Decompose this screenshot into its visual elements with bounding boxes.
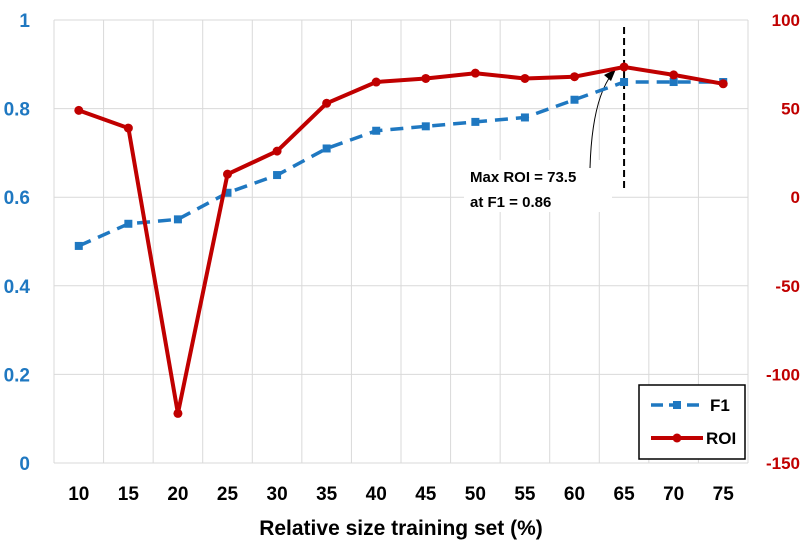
- annotation-line-1: Max ROI = 73.5: [470, 169, 576, 186]
- f1-point: [223, 188, 232, 197]
- roi-point: [470, 68, 480, 78]
- roi-point: [619, 62, 629, 72]
- annotation-background: [464, 160, 612, 212]
- right-tick-label: -100: [766, 365, 800, 384]
- x-tick-label: 55: [514, 484, 536, 505]
- legend-roi-label: ROI: [706, 429, 736, 448]
- series-roi-line: [78, 65, 724, 416]
- legend-box: [638, 384, 746, 460]
- legend: F1 ROI: [638, 384, 746, 460]
- roi-point: [371, 77, 381, 87]
- left-tick-label: 0.8: [4, 100, 30, 121]
- x-tick-label: 65: [614, 484, 636, 505]
- f1-point: [124, 219, 133, 228]
- right-tick-label: 100: [772, 11, 800, 30]
- left-tick-label: 0.2: [4, 365, 30, 386]
- max-roi-annotation: Max ROI = 73.5 at F1 = 0.86: [464, 69, 616, 212]
- f1-point: [173, 215, 182, 224]
- x-tick-label: 45: [415, 484, 437, 505]
- f1-point: [471, 117, 480, 126]
- x-tick-label: 60: [564, 484, 585, 505]
- f1-point: [421, 122, 430, 131]
- annotation-arrowhead: [604, 69, 616, 81]
- series-f1: [74, 78, 728, 250]
- left-tick-label: 0: [19, 454, 30, 475]
- x-tick-label: 35: [316, 484, 338, 505]
- right-tick-label: -150: [766, 454, 800, 473]
- grid-lines: [53, 19, 749, 464]
- legend-f1-label: F1: [710, 396, 730, 415]
- legend-f1-marker: [673, 401, 681, 409]
- roi-point: [570, 72, 579, 82]
- f1-point: [620, 78, 629, 87]
- f1-point: [520, 113, 529, 122]
- x-tick-label: 30: [267, 484, 288, 505]
- left-axis-ticks: 0 0.2 0.4 0.6 0.8 1: [4, 11, 31, 475]
- roi-point: [322, 98, 332, 108]
- roi-point: [421, 73, 431, 83]
- x-tick-label: 25: [217, 484, 239, 505]
- f1-point: [273, 171, 282, 180]
- right-tick-label: -50: [775, 277, 800, 296]
- roi-point: [718, 79, 728, 89]
- roi-point: [669, 70, 679, 80]
- series-roi: [74, 62, 728, 418]
- right-tick-label: 50: [781, 100, 800, 119]
- x-tick-label: 15: [118, 484, 140, 505]
- x-tick-label: 40: [366, 484, 387, 505]
- x-tick-label: 10: [68, 484, 89, 505]
- x-tick-label: 70: [663, 484, 684, 505]
- roi-point: [173, 408, 183, 418]
- x-tick-label: 50: [465, 484, 486, 505]
- f1-point: [669, 78, 678, 87]
- roi-point: [272, 146, 282, 156]
- roi-point: [520, 73, 530, 83]
- left-tick-label: 1: [19, 11, 30, 32]
- annotation-line-2: at F1 = 0.86: [470, 194, 551, 211]
- roi-point: [223, 169, 232, 179]
- right-axis-ticks: -150 -100 -50 0 50 100: [766, 11, 800, 473]
- right-tick-label: 0: [791, 188, 800, 207]
- x-axis-ticks: 10 15 20 25 30 35 40 45 50 55 60 65 70 75: [68, 484, 734, 505]
- roi-point: [74, 105, 84, 115]
- legend-roi-marker: [672, 433, 682, 443]
- x-axis-label: Relative size training set (%): [259, 517, 543, 540]
- f1-point: [570, 95, 579, 104]
- f1-point: [322, 144, 331, 153]
- series-f1-line: [78, 80, 724, 248]
- x-tick-label: 75: [713, 484, 735, 505]
- annotation-arrow: [589, 73, 613, 169]
- roi-point: [123, 123, 133, 133]
- left-tick-label: 0.6: [4, 188, 30, 209]
- left-tick-label: 0.4: [4, 277, 31, 298]
- f1-point: [74, 241, 83, 250]
- f1-point: [372, 126, 381, 135]
- x-tick-label: 20: [167, 484, 188, 505]
